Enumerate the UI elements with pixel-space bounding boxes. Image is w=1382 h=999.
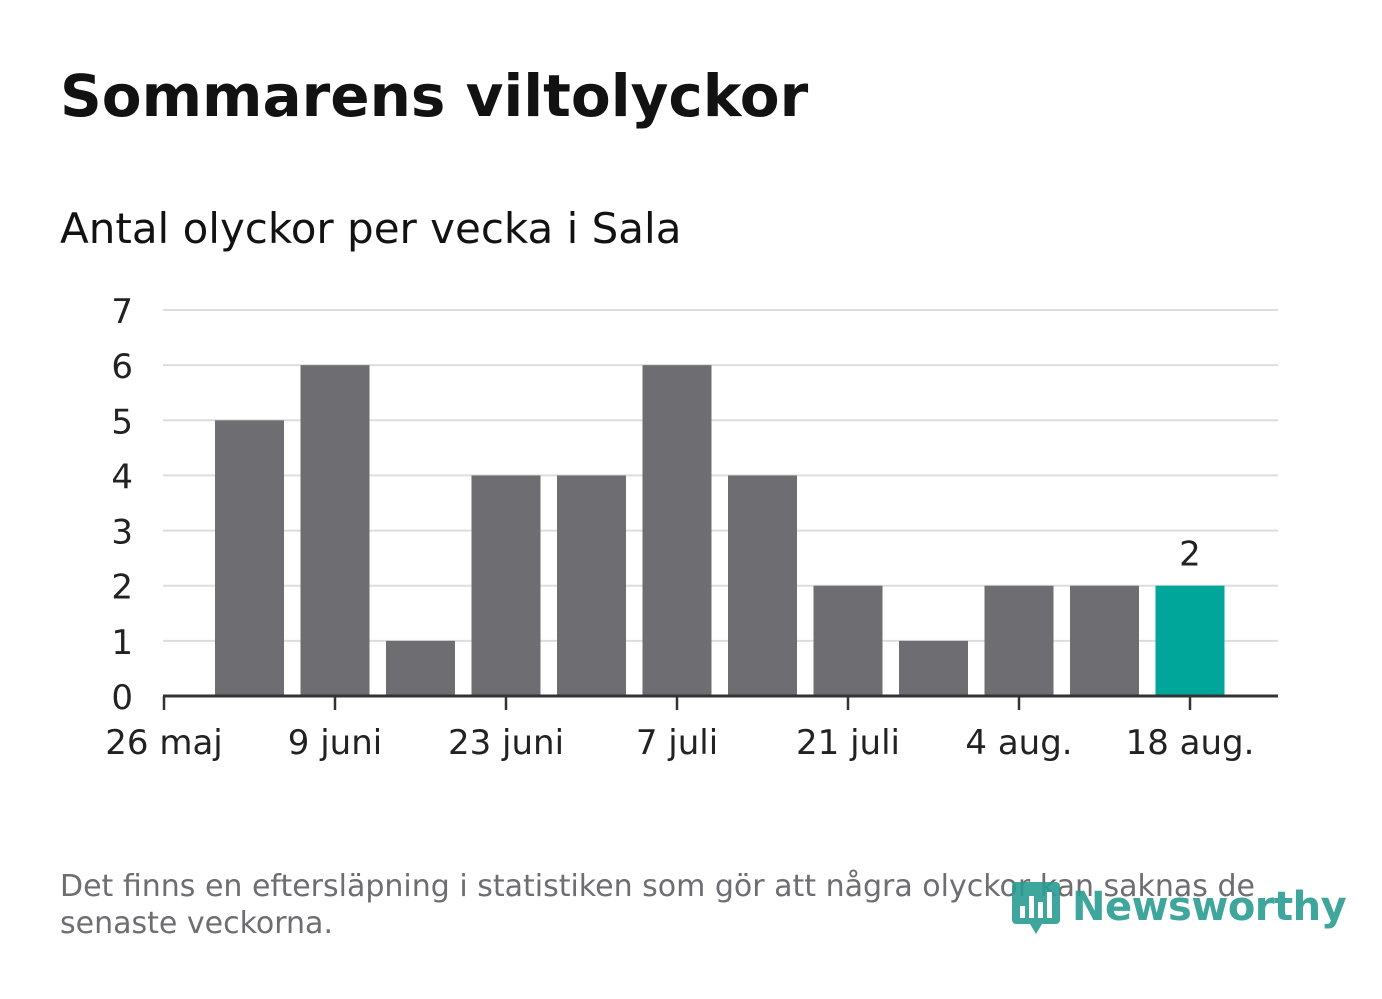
bar-chart: 26 maj 9 juni 23 juni 7 juli 21 juli 4 aug. 18… (105, 292, 1278, 763)
y-tick-label: 7 (111, 292, 133, 332)
y-tick-label: 3 (111, 513, 133, 553)
y-tick-label: 6 (111, 347, 133, 387)
bar-highlight (1155, 585, 1225, 696)
newsworthy-chart-bubble-icon (1012, 882, 1060, 934)
bar (557, 475, 626, 696)
newsworthy-logo: Newsworthy (1010, 876, 1347, 938)
bar (899, 640, 968, 696)
y-tick-label: 2 (111, 568, 133, 608)
data-label: 2 (1179, 535, 1201, 575)
y-tick-label: 4 (111, 457, 133, 497)
x-tick-label: 9 juni (288, 723, 382, 763)
bar (984, 585, 1054, 696)
bars (215, 365, 1225, 696)
x-tick-label: 26 maj (105, 723, 222, 763)
x-tick-label: 23 juni (448, 723, 564, 763)
bar (471, 475, 541, 696)
y-tick-label: 0 (111, 678, 133, 718)
chart-subtitle: Antal olyckor per vecka i Sala (60, 204, 682, 253)
y-axis-ticks: 0 1 2 3 4 5 6 7 (111, 292, 133, 718)
bar (300, 365, 370, 696)
logo-text: Newsworthy (1072, 884, 1347, 930)
bar (386, 640, 455, 696)
bar (642, 365, 712, 696)
x-tick-label: 4 aug. (965, 723, 1072, 763)
bar (215, 420, 284, 696)
bar (728, 475, 797, 696)
bar (813, 585, 883, 696)
y-tick-label: 5 (111, 402, 133, 442)
chart-title: Sommarens viltolyckor (60, 62, 809, 130)
bar (1070, 585, 1139, 696)
data-labels: 2 (1179, 535, 1201, 575)
x-tick-label: 7 juli (636, 723, 718, 763)
x-axis: 26 maj 9 juni 23 juni 7 juli 21 juli 4 aug. 18… (105, 694, 1278, 763)
x-tick-label: 21 juli (796, 723, 900, 763)
x-tick-label: 18 aug. (1126, 723, 1255, 763)
y-tick-label: 1 (111, 623, 133, 663)
